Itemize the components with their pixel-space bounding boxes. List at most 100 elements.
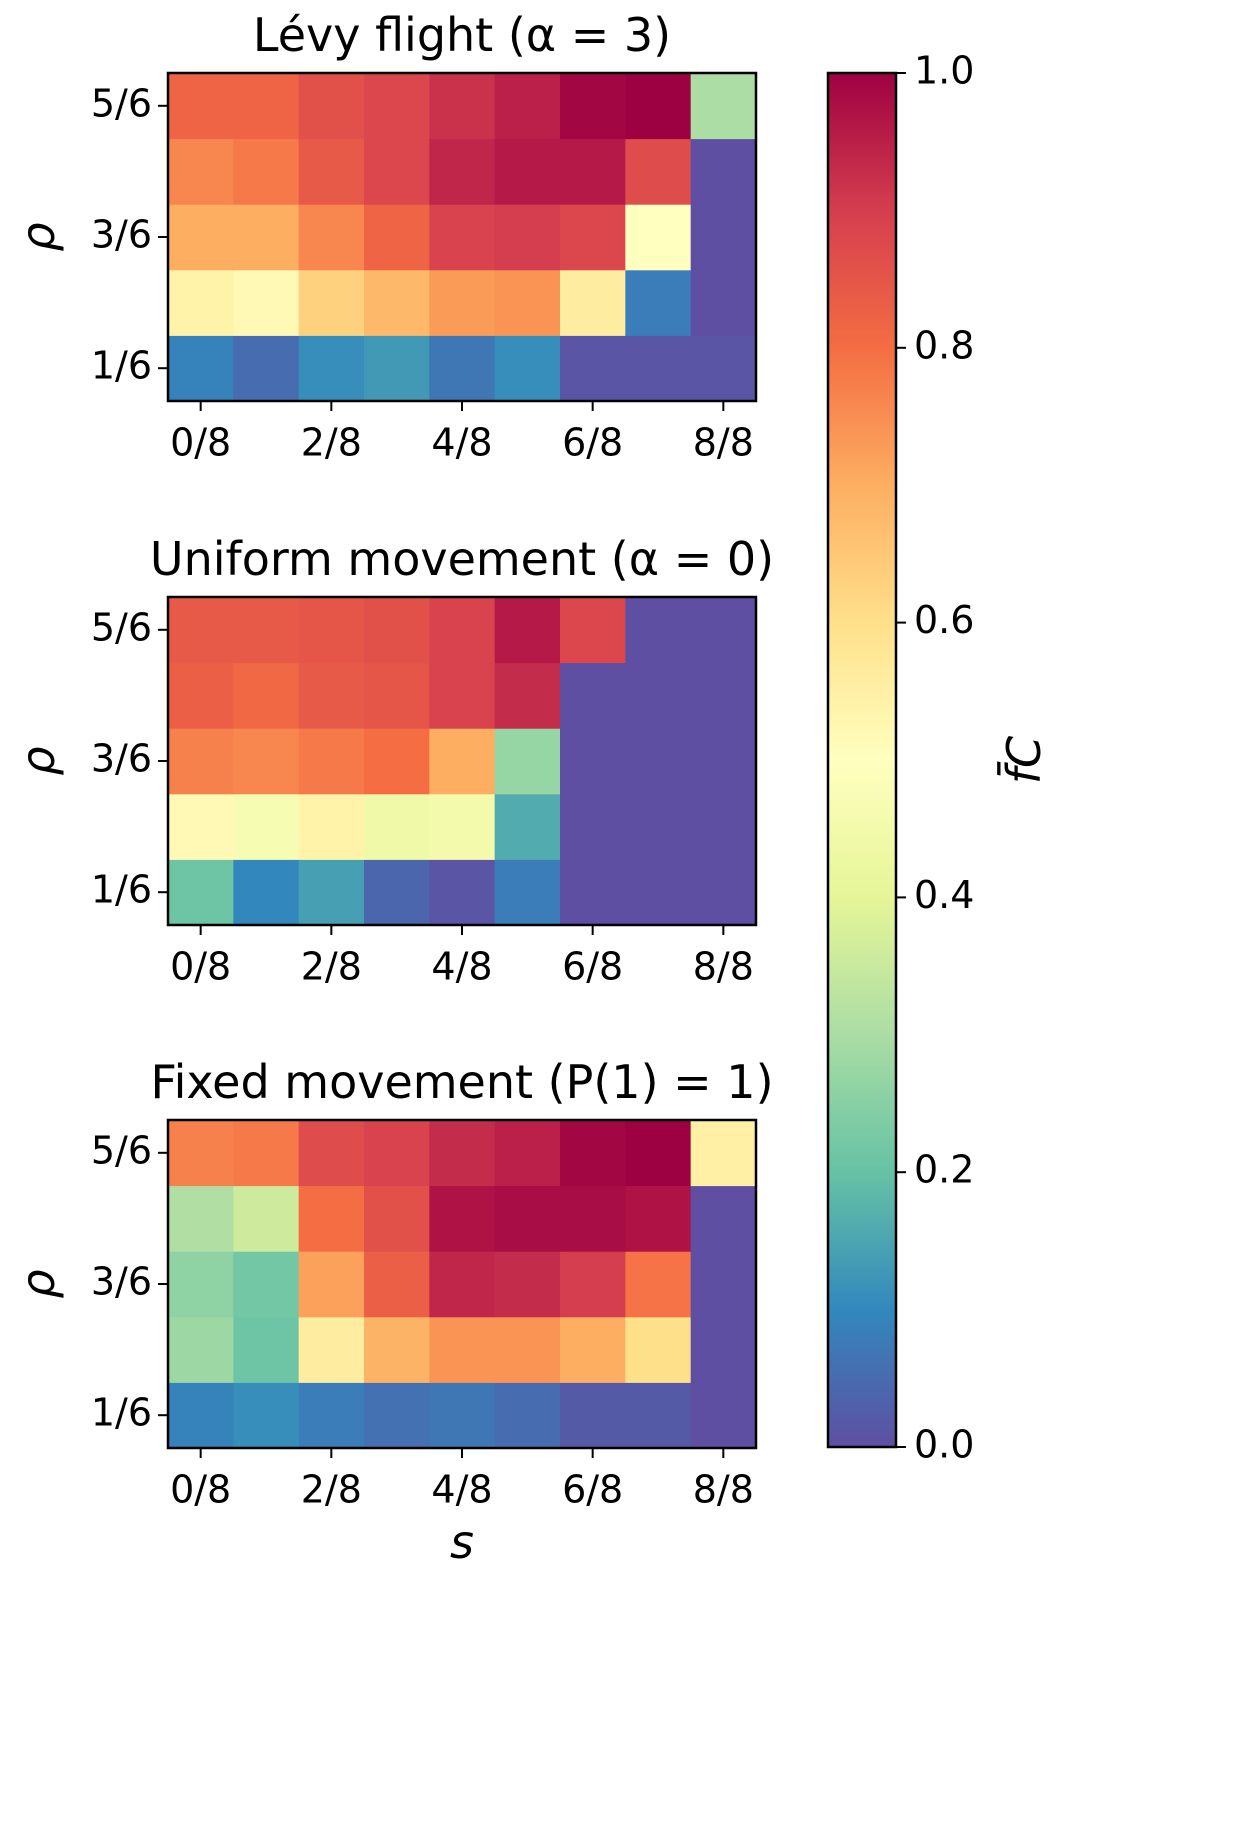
- y-axis-label: ρ: [11, 746, 65, 775]
- x-tick-label: 2/8: [301, 421, 362, 465]
- cell: [298, 335, 365, 402]
- cell: [625, 1120, 692, 1187]
- cell: [625, 662, 692, 729]
- cell: [690, 1185, 757, 1252]
- cell: [494, 662, 561, 729]
- x-tick-label: 8/8: [693, 945, 754, 989]
- y-tick-label: 3/6: [91, 1260, 152, 1304]
- cell: [494, 335, 561, 402]
- x-tick-label: 0/8: [170, 945, 231, 989]
- colorbar: [826, 71, 898, 1449]
- cell: [298, 1382, 365, 1449]
- cell: [429, 662, 496, 729]
- cell: [168, 1382, 234, 1449]
- cell: [690, 1251, 757, 1318]
- cell: [560, 859, 626, 926]
- cell: [168, 662, 234, 729]
- x-tick-label: 4/8: [431, 945, 492, 989]
- cell: [560, 1382, 626, 1449]
- cell: [298, 859, 365, 926]
- cell: [625, 1316, 692, 1383]
- cell: [168, 335, 234, 402]
- cell: [625, 138, 692, 205]
- cell: [429, 335, 496, 402]
- cell: [560, 1185, 626, 1252]
- cell: [429, 793, 496, 860]
- cell: [168, 204, 234, 271]
- cell: [494, 269, 561, 336]
- cell: [364, 73, 430, 140]
- cell: [690, 335, 757, 402]
- chart-title: Uniform movement (α = 0): [150, 532, 774, 586]
- y-tick-label: 5/6: [91, 81, 152, 125]
- cell: [560, 662, 626, 729]
- cell: [625, 73, 692, 140]
- cell: [168, 269, 234, 336]
- cell: [429, 269, 496, 336]
- cell: [625, 597, 692, 664]
- cell: [233, 662, 300, 729]
- cell: [690, 859, 757, 926]
- cell: [690, 662, 757, 729]
- cell: [625, 1382, 692, 1449]
- cell: [560, 728, 626, 795]
- cell: [494, 859, 561, 926]
- cell: [429, 138, 496, 205]
- cell: [298, 597, 365, 664]
- cell: [364, 1185, 430, 1252]
- cell: [560, 597, 626, 664]
- cell: [233, 1185, 300, 1252]
- x-tick-label: 8/8: [693, 1468, 754, 1512]
- x-tick-label: 4/8: [431, 421, 492, 465]
- cell: [494, 1316, 561, 1383]
- cell: [364, 728, 430, 795]
- cell: [625, 859, 692, 926]
- cell: [690, 793, 757, 860]
- cell: [494, 1185, 561, 1252]
- cell: [560, 1120, 626, 1187]
- x-tick-label: 0/8: [170, 1468, 231, 1512]
- cell: [233, 269, 300, 336]
- cell: [168, 1316, 234, 1383]
- cell: [560, 138, 626, 205]
- x-tick-label: 6/8: [562, 421, 623, 465]
- cell: [494, 597, 561, 664]
- cell: [625, 728, 692, 795]
- cell: [168, 728, 234, 795]
- cell: [364, 1382, 430, 1449]
- colorbar-tick-label: 1.0: [914, 49, 974, 93]
- cell: [364, 204, 430, 271]
- cell: [233, 1120, 300, 1187]
- y-tick-label: 3/6: [91, 213, 152, 257]
- cell: [494, 73, 561, 140]
- cell: [364, 335, 430, 402]
- cell: [168, 793, 234, 860]
- x-tick-label: 6/8: [562, 1468, 623, 1512]
- cell: [233, 1251, 300, 1318]
- cell: [233, 859, 300, 926]
- cell: [233, 204, 300, 271]
- cell: [494, 204, 561, 271]
- x-tick-label: 8/8: [693, 421, 754, 465]
- cell: [429, 597, 496, 664]
- cell: [690, 597, 757, 664]
- cell: [690, 1120, 757, 1187]
- cell: [298, 269, 365, 336]
- cell: [364, 1251, 430, 1318]
- cell: [168, 859, 234, 926]
- cell: [298, 73, 365, 140]
- cell: [364, 859, 430, 926]
- cell: [233, 793, 300, 860]
- chart-title: Lévy flight (α = 3): [253, 8, 671, 62]
- y-tick-label: 5/6: [91, 1128, 152, 1172]
- cell: [429, 1185, 496, 1252]
- cell: [625, 1251, 692, 1318]
- chart-title: Fixed movement (P(1) = 1): [150, 1055, 773, 1109]
- y-axis-label: ρ: [11, 1269, 65, 1298]
- cell: [168, 1120, 234, 1187]
- colorbar-label: f̄C: [997, 736, 1051, 784]
- cell: [690, 728, 757, 795]
- cell: [298, 1185, 365, 1252]
- colorbar-tick-label: 0.4: [914, 873, 974, 917]
